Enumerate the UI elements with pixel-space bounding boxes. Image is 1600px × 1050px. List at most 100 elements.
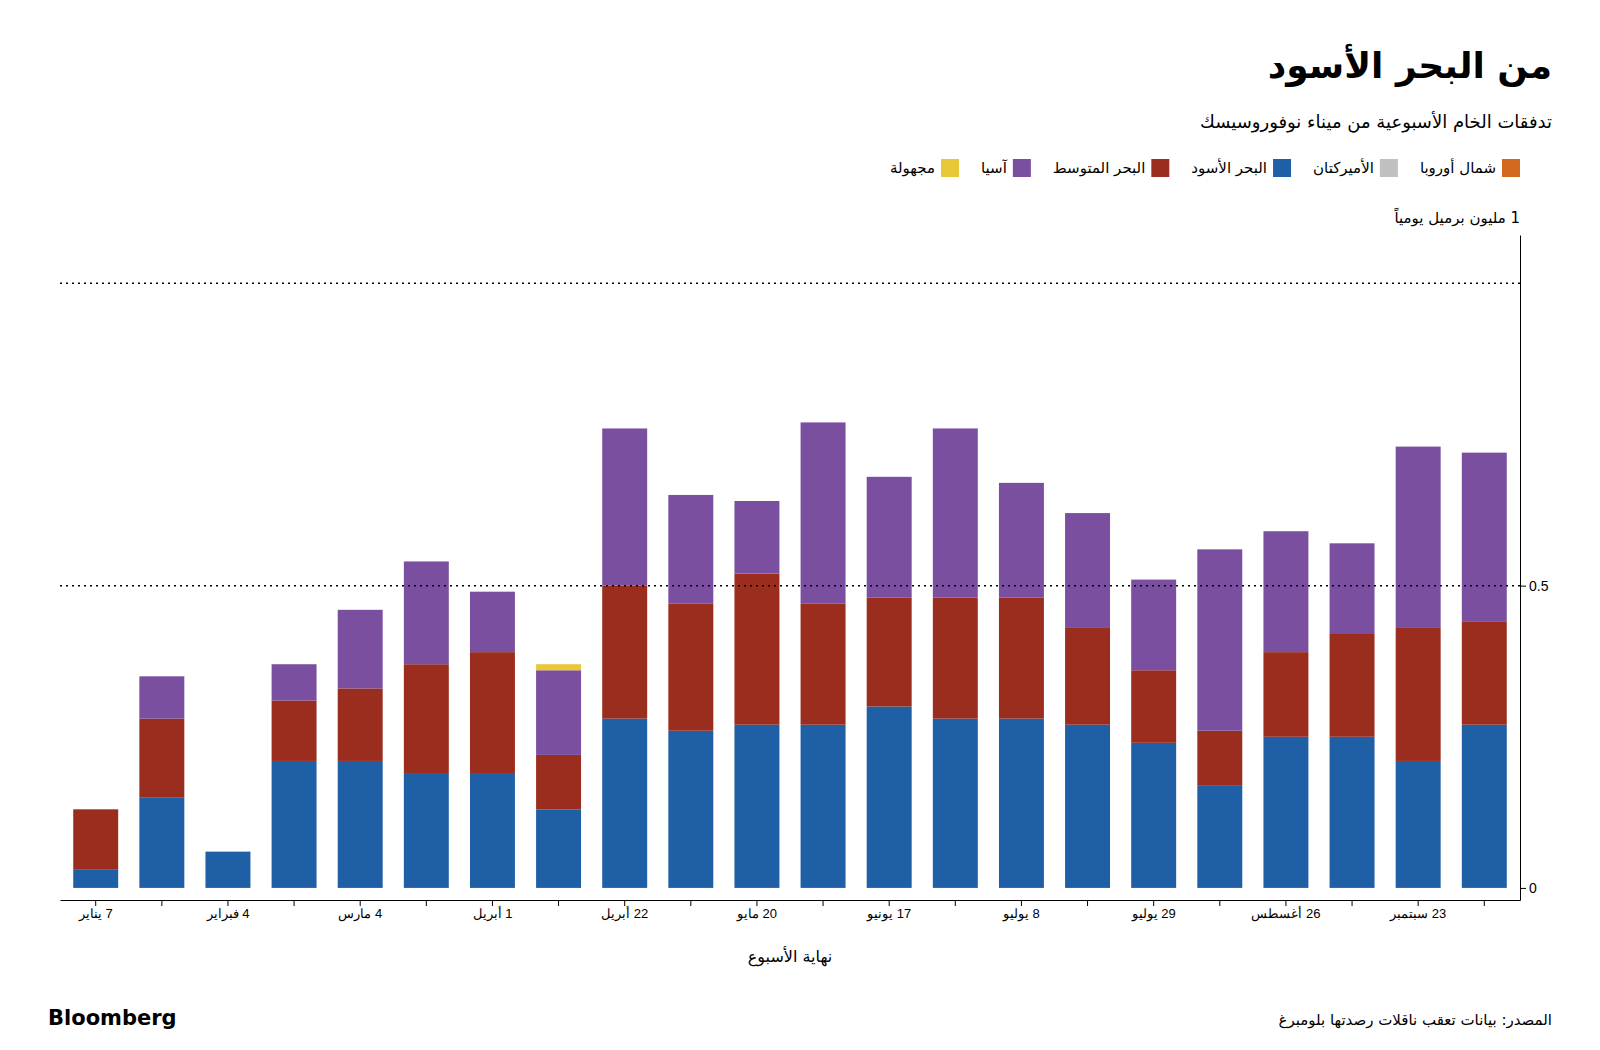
bar: [404, 561, 449, 562]
bar: [139, 676, 184, 677]
x-tick: [426, 900, 427, 906]
legend-label: مجهولة: [890, 159, 935, 177]
bar: [205, 851, 250, 852]
bar: [1263, 531, 1308, 652]
subtitle: تدفقات الخام الأسبوعية من ميناء نوفوروسي…: [1200, 111, 1552, 133]
x-tick-mark: [624, 900, 625, 906]
legend-label: شمال أوروبا: [1420, 158, 1496, 177]
reference-line: [60, 585, 1520, 587]
x-tick: [558, 900, 559, 906]
legend-swatch: [1151, 159, 1169, 177]
bar: [999, 482, 1044, 483]
bar: [470, 652, 515, 773]
bar: [734, 574, 779, 725]
bar: [404, 561, 449, 664]
legend-swatch: [1502, 159, 1520, 177]
x-tick: [1219, 900, 1220, 906]
x-tick-mark: [1021, 900, 1022, 906]
x-tick-label: 22 أبريل: [601, 905, 648, 922]
bar: [801, 604, 846, 725]
bar: [933, 719, 978, 888]
legend-item: آسيا: [981, 159, 1031, 177]
legend-label: البحر الأسود: [1191, 158, 1267, 177]
legend-label: البحر المتوسط: [1053, 159, 1145, 177]
bar: [1462, 453, 1507, 622]
x-tick: [690, 900, 691, 906]
y-tick-label: 0: [1529, 880, 1537, 896]
reference-line: [60, 283, 1520, 285]
legend-item: البحر المتوسط: [1053, 159, 1169, 177]
x-tick-label: 8 يوليو: [1002, 906, 1040, 922]
x-tick: 4 مارس: [338, 900, 382, 922]
x-tick-label: 29 يوليو: [1131, 906, 1176, 922]
bar: [801, 422, 846, 603]
x-tick: 8 يوليو: [1002, 900, 1040, 922]
x-tick: 1 أبريل: [473, 900, 513, 922]
bar: [1065, 725, 1110, 888]
bar: [801, 725, 846, 888]
bar: [1396, 446, 1441, 447]
x-tick-label: 1 أبريل: [473, 905, 513, 922]
bar: [668, 495, 713, 604]
bar: [1263, 531, 1308, 532]
plot-area: [60, 283, 1520, 888]
x-tick-mark: [360, 900, 361, 906]
bar: [139, 676, 184, 718]
x-tick: 29 يوليو: [1131, 900, 1176, 922]
bar: [272, 761, 317, 888]
bar: [1330, 543, 1375, 634]
y-axis-line: [1520, 236, 1521, 901]
bar: [1131, 670, 1176, 743]
bar: [668, 731, 713, 888]
legend-label: آسيا: [981, 159, 1008, 177]
x-tick-mark: [294, 900, 295, 906]
bar: [668, 604, 713, 731]
bar: [867, 707, 912, 888]
bar: [867, 477, 912, 598]
x-tick-label: 4 فبراير: [206, 906, 250, 922]
bar: [1197, 731, 1242, 785]
x-tick-mark: [1219, 900, 1220, 906]
bar: [139, 719, 184, 798]
y-tick-mark: [1520, 586, 1526, 587]
bar: [999, 483, 1044, 598]
bar: [338, 609, 383, 610]
x-tick: 23 سبتمبر: [1389, 900, 1446, 922]
bar: [205, 852, 250, 888]
bar: [1131, 580, 1176, 671]
legend-item: البحر الأسود: [1191, 158, 1291, 177]
x-tick-mark: [756, 900, 757, 906]
bar: [1263, 737, 1308, 888]
x-tick-label: 26 أغسطس: [1251, 905, 1320, 922]
y-tick: 0: [1520, 880, 1537, 896]
bar: [999, 719, 1044, 888]
x-tick-mark: [1418, 900, 1419, 906]
bar: [1330, 543, 1375, 544]
title: من البحر الأسود: [1268, 43, 1552, 87]
x-tick-mark: [1087, 900, 1088, 906]
bar: [1197, 549, 1242, 730]
x-tick: 22 أبريل: [601, 900, 648, 922]
legend: شمال أوروباالأميركتانالبحر الأسودالبحر ا…: [890, 158, 1520, 177]
x-tick: 26 أغسطس: [1251, 900, 1320, 922]
bar: [338, 761, 383, 888]
bar: [272, 701, 317, 761]
x-tick-mark: [1352, 900, 1353, 906]
x-tick: 7 يناير: [78, 900, 113, 922]
bar: [404, 773, 449, 888]
x-tick: [1484, 900, 1485, 906]
x-tick-label: 4 مارس: [338, 906, 382, 922]
bar: [1330, 634, 1375, 737]
legend-swatch: [1013, 159, 1031, 177]
bar: [602, 586, 647, 719]
bar: [734, 725, 779, 888]
bar: [536, 670, 581, 755]
x-tick-mark: [558, 900, 559, 906]
x-tick-mark: [1285, 900, 1286, 906]
legend-swatch: [1380, 159, 1398, 177]
x-tick-mark: [426, 900, 427, 906]
x-tick-mark: [889, 900, 890, 906]
legend-swatch: [941, 159, 959, 177]
y-tick: 0.5: [1520, 578, 1549, 594]
x-tick-mark: [161, 900, 162, 906]
